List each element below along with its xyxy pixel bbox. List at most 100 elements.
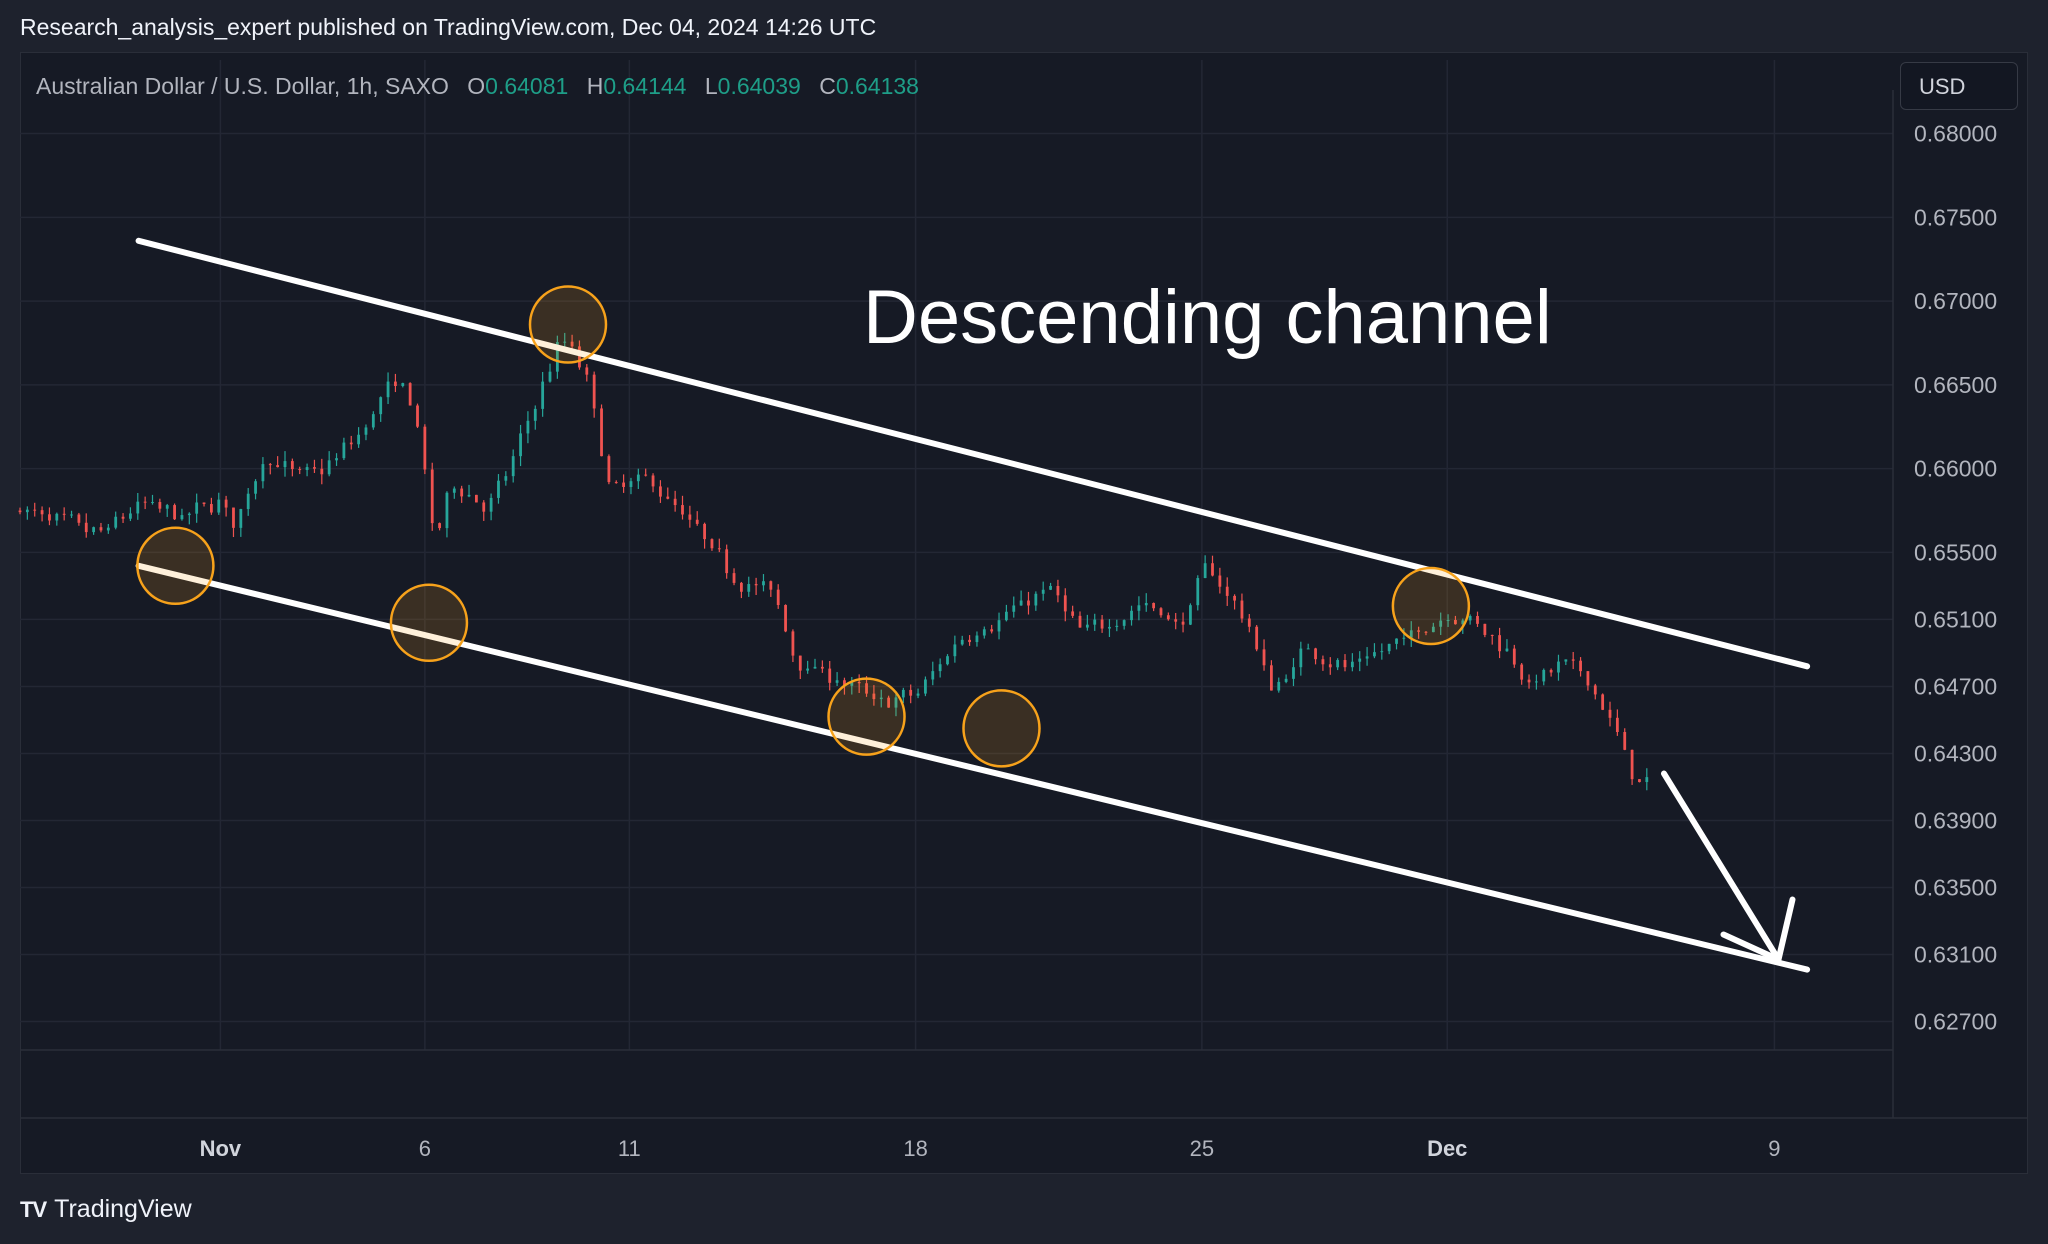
candle-body bbox=[806, 668, 810, 671]
candle-body bbox=[40, 510, 44, 515]
candle-body bbox=[600, 408, 603, 457]
candle-body bbox=[843, 680, 846, 686]
candle-body bbox=[1343, 660, 1347, 668]
candle-body bbox=[1586, 671, 1590, 686]
candle-body bbox=[879, 697, 883, 700]
candle-body bbox=[1100, 619, 1104, 629]
candle-body bbox=[224, 499, 228, 508]
candle-body bbox=[143, 501, 147, 503]
candle-body bbox=[158, 502, 162, 509]
candle-body bbox=[931, 671, 935, 680]
candle-body bbox=[1446, 619, 1450, 621]
candle-body bbox=[25, 509, 29, 513]
tradingview-wordmark: TradingView bbox=[54, 1195, 192, 1223]
candle-body bbox=[474, 494, 478, 503]
candle-body bbox=[997, 620, 1001, 632]
candle-body bbox=[990, 629, 994, 632]
candle-body bbox=[1645, 777, 1649, 783]
candle-body bbox=[1004, 611, 1008, 621]
candle-body bbox=[232, 507, 235, 528]
low-label: L bbox=[704, 73, 718, 99]
candle-body bbox=[511, 456, 515, 477]
candle-body bbox=[357, 434, 361, 445]
candle-body bbox=[386, 381, 390, 398]
price-tick-label: 0.67500 bbox=[1914, 204, 1997, 230]
price-tick-label: 0.66000 bbox=[1914, 456, 1997, 482]
candle-body bbox=[563, 341, 567, 343]
candle-body bbox=[953, 644, 957, 657]
candle-body bbox=[1144, 603, 1148, 606]
currency-button[interactable]: USD bbox=[1900, 62, 2018, 110]
candle-body bbox=[364, 427, 368, 435]
price-tick-label: 0.63100 bbox=[1914, 942, 1997, 968]
candle-body bbox=[776, 589, 780, 606]
chart-frame bbox=[20, 52, 2028, 1174]
candle-body bbox=[1564, 659, 1568, 662]
candle-body bbox=[526, 420, 530, 434]
candle-body bbox=[975, 635, 979, 643]
candle-body bbox=[438, 523, 441, 529]
candle-body bbox=[1520, 664, 1524, 680]
candle-body bbox=[636, 474, 640, 482]
candle-body bbox=[982, 629, 986, 636]
touch-circle bbox=[136, 526, 215, 606]
candle-body bbox=[717, 548, 721, 550]
candle-body bbox=[1549, 669, 1553, 673]
candle-body bbox=[33, 509, 37, 511]
candle-body bbox=[916, 693, 920, 696]
touch-circle bbox=[827, 677, 906, 756]
touch-circle bbox=[389, 583, 469, 663]
candle-body bbox=[129, 513, 132, 519]
candle-body bbox=[1218, 575, 1222, 587]
candle-body bbox=[1292, 667, 1295, 679]
candle-body bbox=[1373, 652, 1376, 657]
candle-body bbox=[1056, 585, 1060, 596]
tradingview-brand[interactable]: TV TradingView bbox=[20, 1195, 192, 1224]
candle-body bbox=[732, 573, 736, 583]
candle-body bbox=[497, 480, 500, 498]
candle-body bbox=[754, 584, 758, 586]
candle-body bbox=[187, 513, 191, 516]
time-axis: Nov 6 11 18 25 Dec 9 bbox=[200, 1136, 1781, 1161]
candle-body bbox=[445, 492, 449, 529]
candle-body bbox=[1247, 618, 1251, 627]
time-tick-label: 9 bbox=[1768, 1136, 1780, 1161]
candle-body bbox=[857, 681, 861, 684]
candle-body bbox=[769, 581, 773, 590]
candle-body bbox=[1174, 619, 1178, 622]
candle-body bbox=[313, 467, 316, 469]
close-value: 0.64138 bbox=[835, 73, 919, 99]
candle-body bbox=[1041, 589, 1045, 594]
candle-body bbox=[1505, 648, 1509, 652]
candle-body bbox=[55, 513, 59, 521]
candle-body bbox=[1027, 600, 1030, 606]
candle-body bbox=[151, 502, 154, 504]
candle-body bbox=[1012, 605, 1016, 612]
candle-body bbox=[1490, 634, 1494, 636]
down-arrow-head bbox=[1720, 896, 1796, 963]
candle-body bbox=[960, 639, 964, 645]
candle-body bbox=[1093, 619, 1097, 625]
candle-body bbox=[762, 581, 765, 586]
candle-body bbox=[1358, 658, 1362, 662]
candle-body bbox=[555, 342, 559, 372]
candle-body bbox=[342, 442, 346, 459]
candle-body bbox=[217, 499, 221, 513]
candle-body bbox=[1137, 605, 1141, 611]
candle-body bbox=[909, 689, 913, 696]
candle-body bbox=[1542, 669, 1546, 682]
down-arrow-shaft bbox=[1660, 770, 1782, 963]
candle-body bbox=[1314, 648, 1317, 660]
candle-body bbox=[1402, 637, 1406, 639]
candle-body bbox=[77, 514, 81, 523]
candle-body bbox=[84, 522, 88, 533]
candle-body bbox=[416, 405, 419, 427]
candle-body bbox=[688, 514, 692, 520]
candle-body bbox=[725, 549, 729, 574]
candle-body bbox=[335, 458, 338, 461]
candle-body bbox=[180, 515, 184, 520]
candle-body bbox=[1159, 608, 1163, 616]
candle-body bbox=[1623, 732, 1627, 750]
candle-body bbox=[659, 486, 662, 497]
